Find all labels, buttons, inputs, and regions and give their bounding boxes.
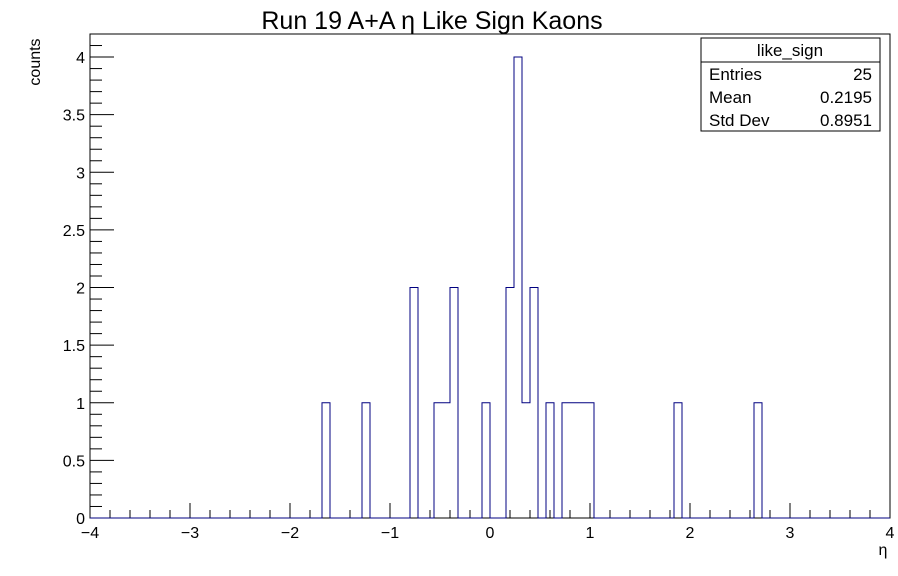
histogram-bar: [506, 288, 514, 518]
stats-stddev-value: 0.8951: [820, 111, 872, 130]
x-tick-label: −4: [81, 525, 99, 542]
x-tick-label: 1: [586, 525, 595, 542]
chart-title: Run 19 A+A η Like Sign Kaons: [261, 7, 602, 35]
x-tick-label: 3: [786, 525, 795, 542]
histogram-bar: [546, 403, 554, 518]
x-tick-label: 2: [686, 525, 695, 542]
stats-entries-label: Entries: [709, 65, 762, 84]
x-tick-label: −2: [281, 525, 299, 542]
histogram-bar: [754, 403, 762, 518]
y-tick-label: 4: [76, 50, 85, 67]
stats-box: like_sign Entries 25 Mean 0.2195 Std Dev…: [700, 37, 881, 132]
histogram-bar: [482, 403, 490, 518]
y-tick-label: 1.5: [63, 338, 85, 355]
y-tick-label: 3: [76, 165, 85, 182]
x-tick-label: −3: [181, 525, 199, 542]
histogram-bar: [434, 403, 450, 518]
y-tick-label: 0: [76, 511, 85, 528]
y-tick-label: 0.5: [63, 453, 85, 470]
x-tick-label: 0: [486, 525, 495, 542]
y-tick-label: 1: [76, 396, 85, 413]
y-tick-label: 2.5: [63, 223, 85, 240]
x-tick-label: 4: [886, 525, 895, 542]
stats-box-name: like_sign: [757, 41, 823, 60]
histogram-bar: [514, 57, 522, 518]
histogram-bar: [562, 403, 594, 518]
histogram-bar: [450, 288, 458, 518]
x-tick-label: −1: [381, 525, 399, 542]
histogram-bar: [322, 403, 330, 518]
stats-stddev-label: Std Dev: [709, 111, 770, 130]
histogram-bar: [410, 288, 418, 518]
histogram-bars: [322, 57, 762, 518]
x-axis-ticks: −4 −3 −2 −1 0 1 2 3 4: [81, 503, 895, 542]
histogram-bar: [362, 403, 370, 518]
y-axis-ticks: 0 0.5 1 1.5 2 2.5 3 3.5 4: [63, 33, 114, 528]
histogram-bar: [674, 403, 682, 518]
stats-entries-value: 25: [853, 65, 872, 84]
y-tick-label: 3.5: [63, 108, 85, 125]
histogram-bar: [522, 403, 530, 518]
stats-box-frame: [700, 37, 881, 132]
x-axis-label: η: [879, 542, 888, 559]
y-tick-label: 2: [76, 281, 85, 298]
stats-mean-value: 0.2195: [820, 88, 872, 107]
histogram-outline: [90, 56, 890, 519]
stats-mean-label: Mean: [709, 88, 752, 107]
y-axis-label: counts: [27, 38, 44, 85]
histogram-bar: [530, 288, 538, 518]
